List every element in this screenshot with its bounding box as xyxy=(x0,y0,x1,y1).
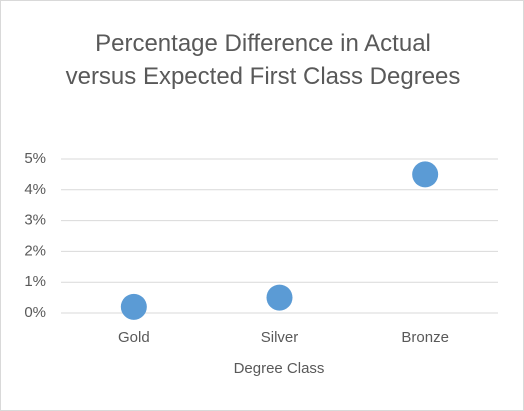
y-tick-label: 3% xyxy=(24,212,46,229)
x-axis-title: Degree Class xyxy=(234,360,325,377)
y-tick-label: 2% xyxy=(24,242,46,259)
x-tick-label: Silver xyxy=(261,329,299,346)
x-tick-label: Gold xyxy=(118,329,150,346)
y-tick-label: 4% xyxy=(24,181,46,198)
y-tick-label: 0% xyxy=(24,304,46,321)
chart-title: Percentage Difference in Actual versus E… xyxy=(65,30,461,90)
point xyxy=(412,161,439,188)
point xyxy=(266,284,293,311)
y-tick-label: 5% xyxy=(24,150,46,167)
x-tick-label: Bronze xyxy=(401,329,449,346)
point xyxy=(120,293,147,320)
y-tick-label: 1% xyxy=(24,273,46,290)
